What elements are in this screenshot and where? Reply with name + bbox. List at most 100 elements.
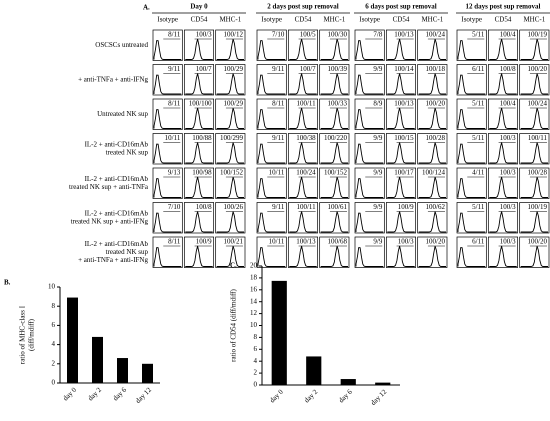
histogram-curve (185, 176, 213, 198)
cell-value: 100/5 (300, 31, 316, 39)
histogram-curve (418, 107, 446, 129)
cell-value: 100/220 (324, 134, 347, 142)
x-tick-label: day 6 (112, 386, 129, 403)
cell-value: 100/20 (528, 65, 548, 73)
group-title: 2 days post sup removal (267, 3, 338, 11)
marker-label: Isotype (261, 16, 282, 24)
histogram-frame (183, 29, 215, 61)
cell-value: 9/9 (373, 203, 382, 211)
histogram-curve (216, 211, 244, 233)
y-tick-label: 20 (250, 262, 258, 270)
histogram-curve (489, 38, 517, 60)
histogram-frame (319, 236, 350, 268)
cell-value: 100/39 (328, 65, 348, 73)
histogram-curve (153, 109, 182, 129)
histogram-curve (185, 211, 213, 233)
histogram-curve (387, 176, 415, 198)
histogram-frame (152, 133, 183, 165)
marker-label: CD54 (495, 16, 512, 24)
histogram-frame (519, 98, 550, 130)
cell-value: 100/4 (500, 31, 516, 39)
histogram-frame (152, 167, 183, 199)
cell-value: 100/24 (296, 169, 316, 177)
cell-value: 100/9 (398, 203, 414, 211)
histogram-curve (457, 74, 486, 95)
histogram-curve (457, 212, 486, 233)
histogram-curve (520, 142, 548, 164)
histogram-curve (320, 38, 348, 60)
histogram-frame (519, 133, 550, 165)
histogram-curve (320, 211, 348, 233)
y-tick-label: 10 (48, 283, 56, 291)
bar (67, 297, 78, 383)
cell-value: 100/29 (224, 100, 244, 108)
y-tick-label: 2 (52, 359, 56, 367)
cell-value: 100/68 (328, 238, 348, 246)
histogram-frame (487, 236, 519, 268)
y-tick-label: 18 (250, 274, 258, 282)
histogram-frame (256, 133, 287, 165)
cell-value: 100/33 (328, 100, 348, 108)
bar (117, 358, 128, 383)
x-tick-label: day 6 (337, 388, 354, 405)
histogram-curve (418, 211, 446, 233)
histogram-frame (152, 64, 183, 96)
histogram-curve (520, 176, 548, 198)
histogram-frame (287, 133, 319, 165)
cell-value: 100/13 (296, 238, 316, 246)
cell-value: 100/20 (426, 238, 446, 246)
histogram-curve (289, 107, 317, 129)
cell-value: 100/20 (426, 100, 446, 108)
cell-value: 100/26 (224, 203, 244, 211)
histogram-curve (289, 73, 317, 95)
cell-value: 7/10 (272, 31, 285, 39)
cell-value: 5/11 (472, 134, 485, 142)
cell-value: 9/11 (272, 65, 285, 73)
histogram-curve (153, 178, 182, 198)
cell-value: 9/11 (168, 65, 181, 73)
histogram-frame (183, 133, 215, 165)
histogram-frame (456, 29, 487, 61)
y-tick-label: 12 (250, 309, 258, 317)
histogram-curve (289, 211, 317, 233)
cell-value: 100/28 (426, 134, 446, 142)
cell-value: 9/9 (373, 238, 382, 246)
histogram-frame (456, 133, 487, 165)
cell-value: 100/299 (220, 134, 243, 142)
panel-label: A. (143, 4, 150, 12)
cell-value: 100/8 (196, 203, 212, 211)
marker-label: MHC-1 (523, 16, 545, 24)
histogram-frame (385, 64, 417, 96)
histogram-frame (215, 98, 246, 130)
histogram-frame (487, 98, 519, 130)
cell-value: 100/7 (300, 65, 316, 73)
bar (92, 336, 103, 383)
histogram-frame (319, 202, 350, 234)
histogram-curve (289, 38, 317, 60)
histogram-frame (152, 236, 183, 268)
histogram-curve (457, 109, 486, 129)
x-tick-label: day 2 (87, 386, 104, 403)
histogram-frame (456, 202, 487, 234)
histogram-curve (257, 212, 286, 233)
bar (340, 379, 356, 385)
cell-value: 100/14 (394, 65, 414, 73)
x-tick-label: day 2 (303, 388, 320, 405)
cell-value: 100/38 (296, 134, 316, 142)
y-tick-label: 14 (250, 297, 258, 305)
cell-value: 8/9 (373, 100, 382, 108)
histogram-curve (355, 143, 384, 164)
row-label: IL-2 + anti-CD16mAb (85, 140, 149, 148)
cell-value: 100/11 (296, 203, 316, 211)
y-tick-label: 8 (254, 333, 258, 341)
histogram-curve (257, 109, 286, 129)
histogram-frame (183, 98, 215, 130)
x-tick-label: day 12 (369, 388, 388, 407)
cell-value: 9/9 (373, 134, 382, 142)
group-title: 6 days post sup removal (365, 3, 436, 11)
histogram-frame (456, 64, 487, 96)
histogram-frame (456, 236, 487, 268)
bar (271, 280, 287, 385)
cell-value: 100/19 (528, 203, 548, 211)
histogram-frame (385, 202, 417, 234)
